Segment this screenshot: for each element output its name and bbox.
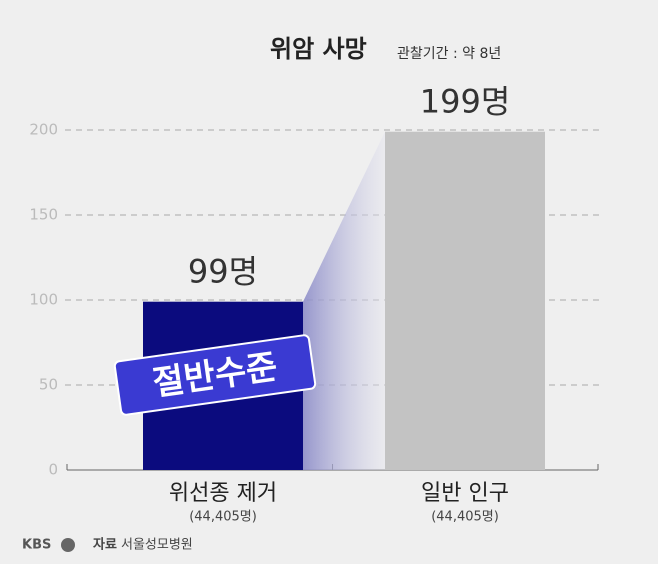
badge-box	[113, 334, 317, 416]
value-label: 99명	[188, 253, 258, 291]
chart-title: 위암 사망	[270, 35, 367, 63]
connector-shade	[303, 131, 385, 470]
y-tick-label: 50	[39, 376, 58, 394]
y-tick-label: 200	[29, 121, 58, 139]
y-tick-label: 150	[29, 206, 58, 224]
y-tick-label: 100	[29, 291, 58, 309]
logo: KBS	[22, 538, 51, 553]
x-tick-label: 위선종 제거	[169, 481, 277, 506]
x-tick-label: 일반 인구	[421, 481, 509, 506]
logo-mark	[61, 538, 75, 552]
chart-subtitle: 관찰기간 : 약 8년	[397, 46, 501, 62]
source: 서울성모병원	[121, 538, 193, 553]
category-note: (44,405명)	[431, 510, 499, 525]
y-tick-label: 0	[48, 461, 58, 479]
bar	[385, 131, 545, 470]
value-label: 199명	[420, 83, 511, 121]
source-label: 자료	[93, 538, 117, 553]
annotation-badge: 절반수준	[113, 334, 317, 416]
category-note: (44,405명)	[189, 510, 257, 525]
footer: KBS 자료 서울성모병원	[22, 538, 193, 553]
